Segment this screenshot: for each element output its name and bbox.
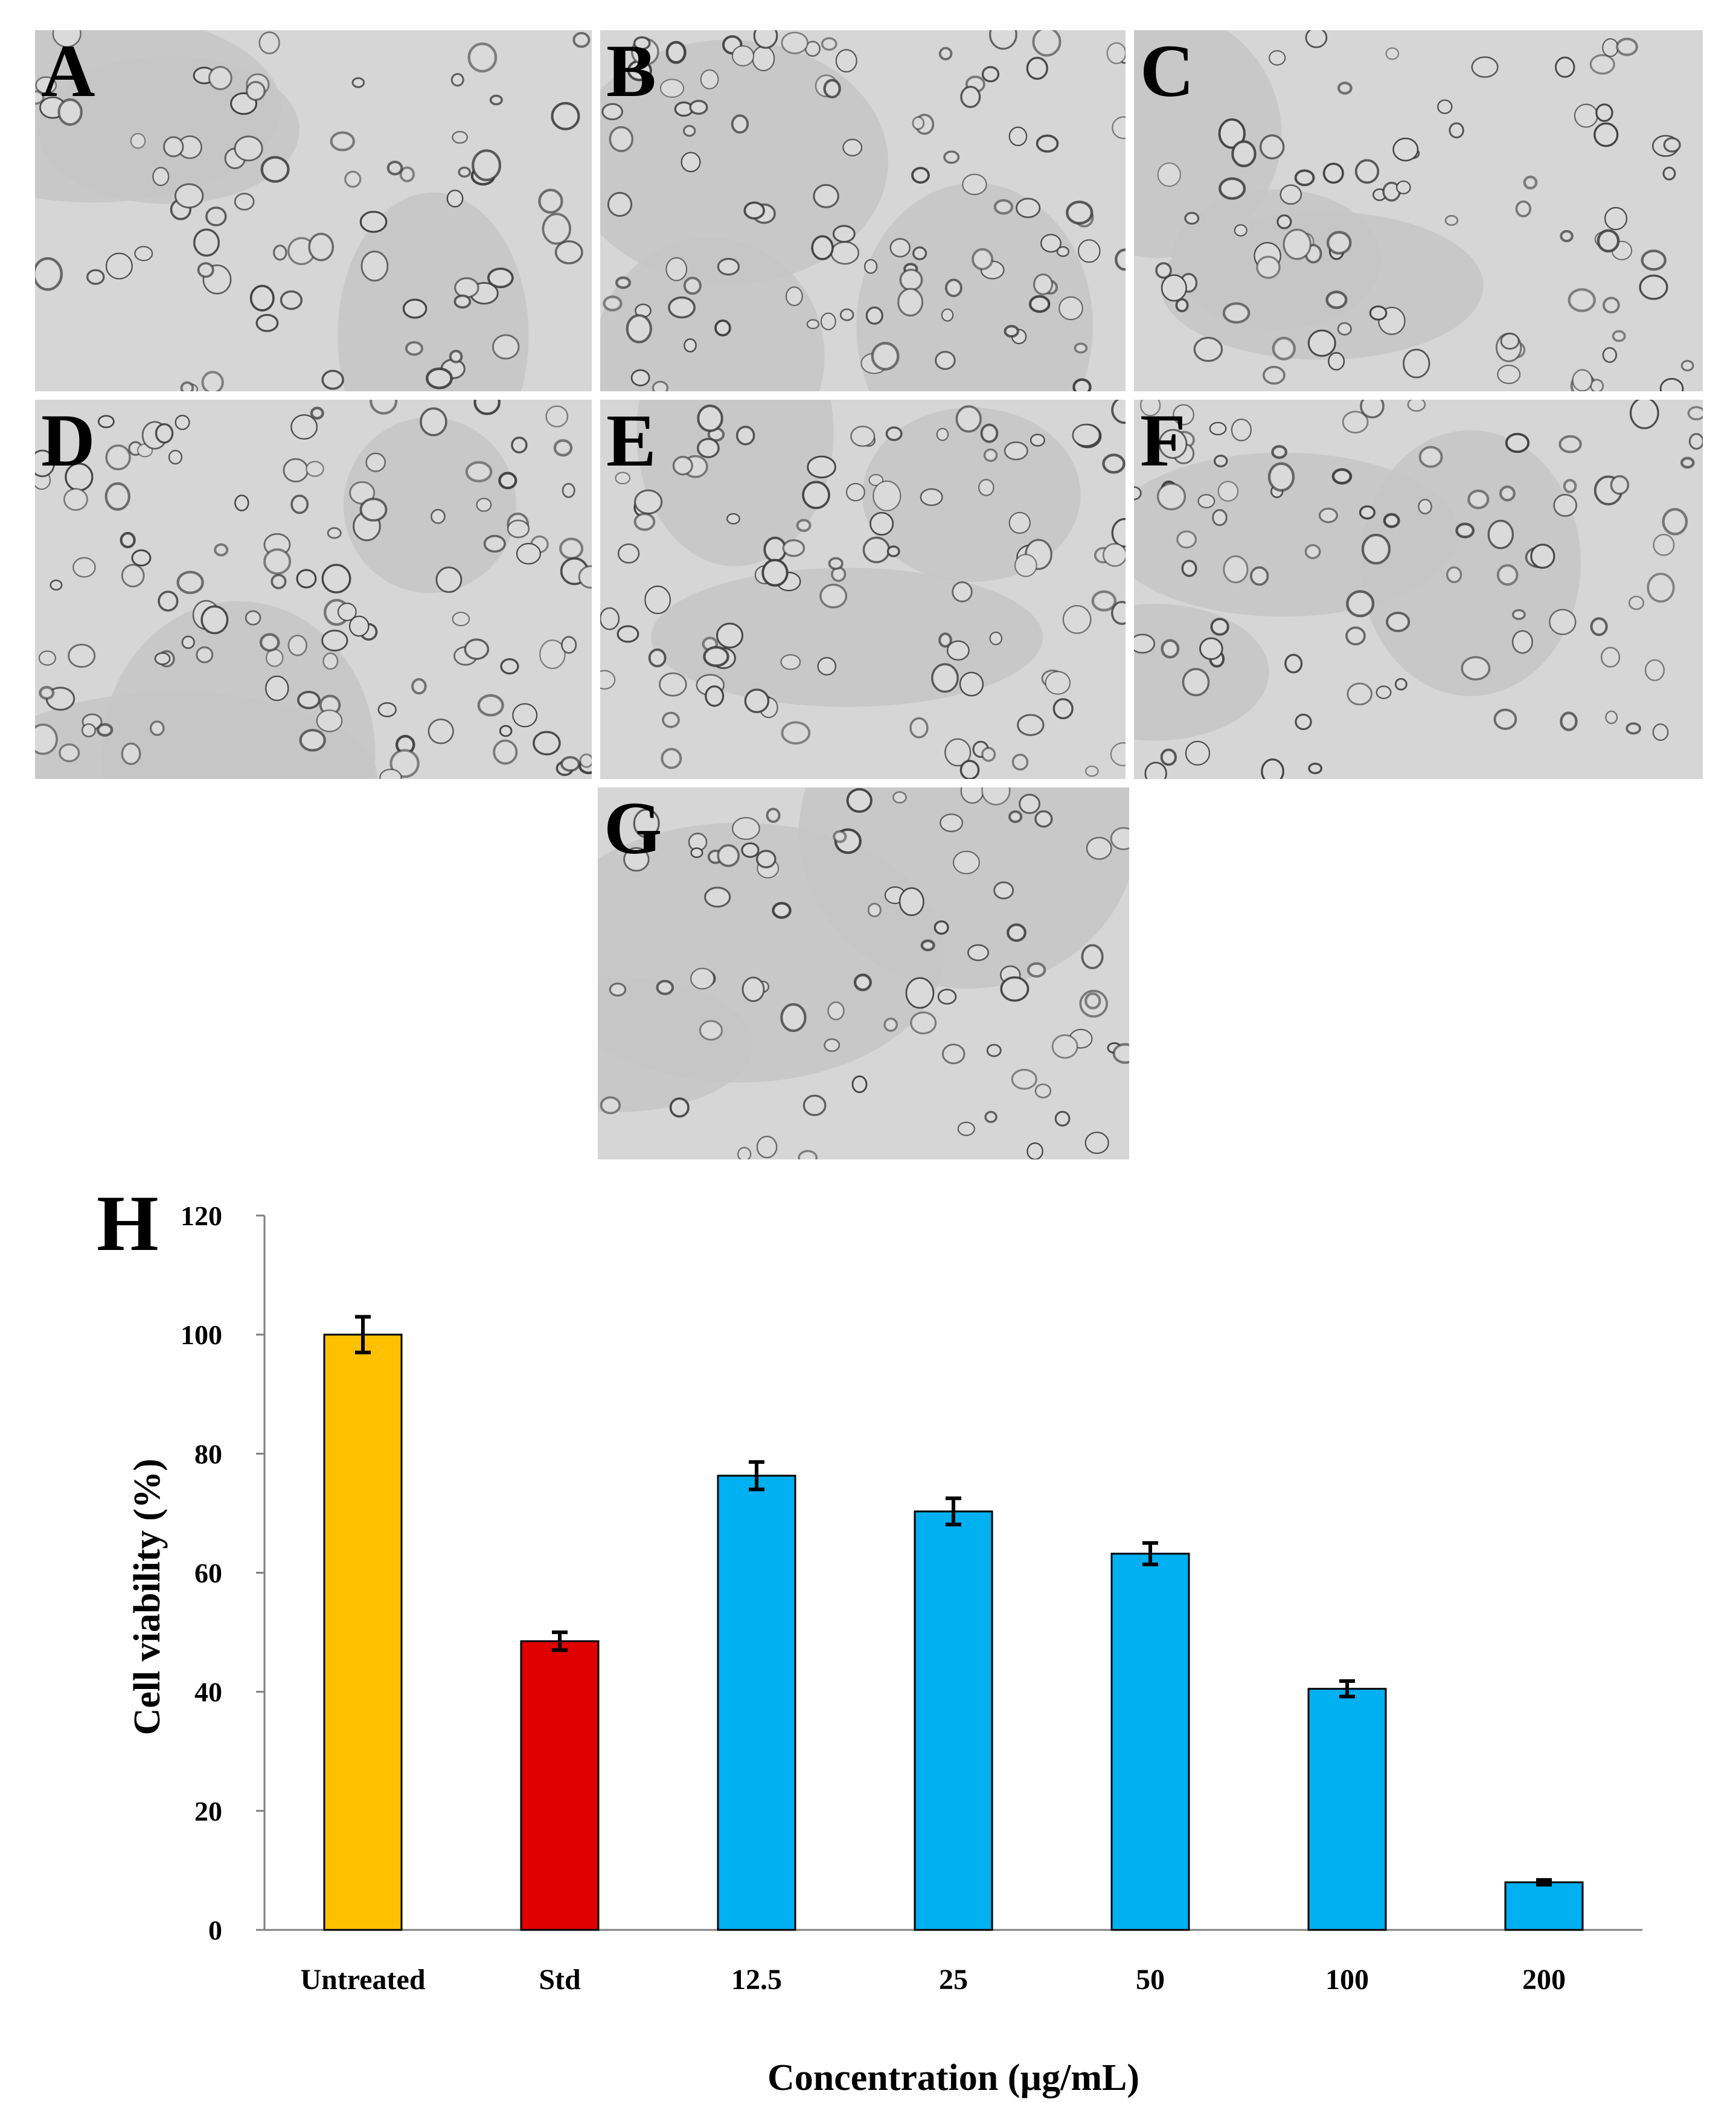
micrograph-image-d — [35, 400, 592, 779]
chart-svg: 0 20 40 60 80 100 120 Untreated Std 12.5 25 50 100 20… — [127, 1200, 1642, 2098]
y-tick-label: 60 — [194, 1558, 222, 1589]
micrograph-panel-c: C — [1133, 29, 1704, 393]
bar-25 — [914, 1510, 993, 1931]
error-bar — [1536, 1878, 1552, 1887]
error-bar — [552, 1630, 568, 1652]
bar-200 — [1504, 1881, 1584, 1931]
micrograph-panel-e: E — [599, 399, 1127, 780]
x-tick-label: 12.5 — [731, 1964, 782, 1996]
y-tick-label: 80 — [194, 1438, 222, 1469]
bar-untreated — [323, 1333, 403, 1931]
x-tick-label: Std — [539, 1964, 581, 1996]
bar-100 — [1307, 1688, 1387, 1931]
y-tick-label: 20 — [194, 1796, 222, 1827]
micrograph-image-b — [600, 30, 1126, 391]
y-tick-label: 40 — [194, 1677, 222, 1708]
micrograph-image-g — [598, 787, 1129, 1159]
x-tick-label: 50 — [1136, 1964, 1165, 1996]
bar-50 — [1110, 1552, 1190, 1931]
error-bar — [749, 1460, 764, 1492]
panel-label-g: G — [604, 787, 662, 870]
micrograph-image-e — [600, 400, 1126, 779]
micrograph-image-f — [1134, 400, 1703, 779]
cell-viability-chart: H 0 20 40 60 80 100 120 Untreated Std 12.5 25 50 100… — [0, 1171, 1736, 2102]
x-tick-label: 25 — [939, 1964, 968, 1996]
error-bar — [1339, 1679, 1355, 1699]
micrograph-panel-b: B — [599, 29, 1127, 393]
x-axis-title: Concentration (µg/mL) — [767, 2057, 1139, 2098]
micrograph-panel-g: G — [597, 786, 1130, 1161]
y-axis-title: Cell viability (%) — [127, 1458, 168, 1735]
y-tick-label: 0 — [208, 1915, 222, 1946]
panel-label-d: D — [41, 399, 95, 482]
panel-label-f: F — [1140, 399, 1186, 482]
error-bar — [355, 1315, 371, 1354]
x-tick-label: 200 — [1522, 1964, 1566, 1996]
error-bar — [946, 1496, 961, 1527]
x-tick-label: 100 — [1325, 1964, 1369, 1996]
micrograph-panel-a: A — [34, 29, 593, 393]
error-bar — [1142, 1541, 1158, 1566]
micrograph-image-c — [1134, 30, 1703, 391]
micrograph-image-a — [35, 30, 592, 391]
micrograph-panel-f: F — [1133, 399, 1704, 780]
panel-label-h: H — [97, 1179, 159, 1267]
bar-12-5 — [717, 1475, 796, 1931]
panel-label-e: E — [606, 399, 656, 482]
panel-label-c: C — [1140, 30, 1194, 112]
micrograph-panel-d: D — [34, 399, 593, 780]
bar-std — [520, 1640, 600, 1931]
y-tick-label: 120 — [181, 1200, 222, 1231]
x-tick-label: Untreated — [300, 1964, 425, 1996]
panel-label-b: B — [606, 30, 656, 112]
panel-label-a: A — [41, 30, 95, 112]
y-tick-label: 100 — [181, 1319, 222, 1350]
